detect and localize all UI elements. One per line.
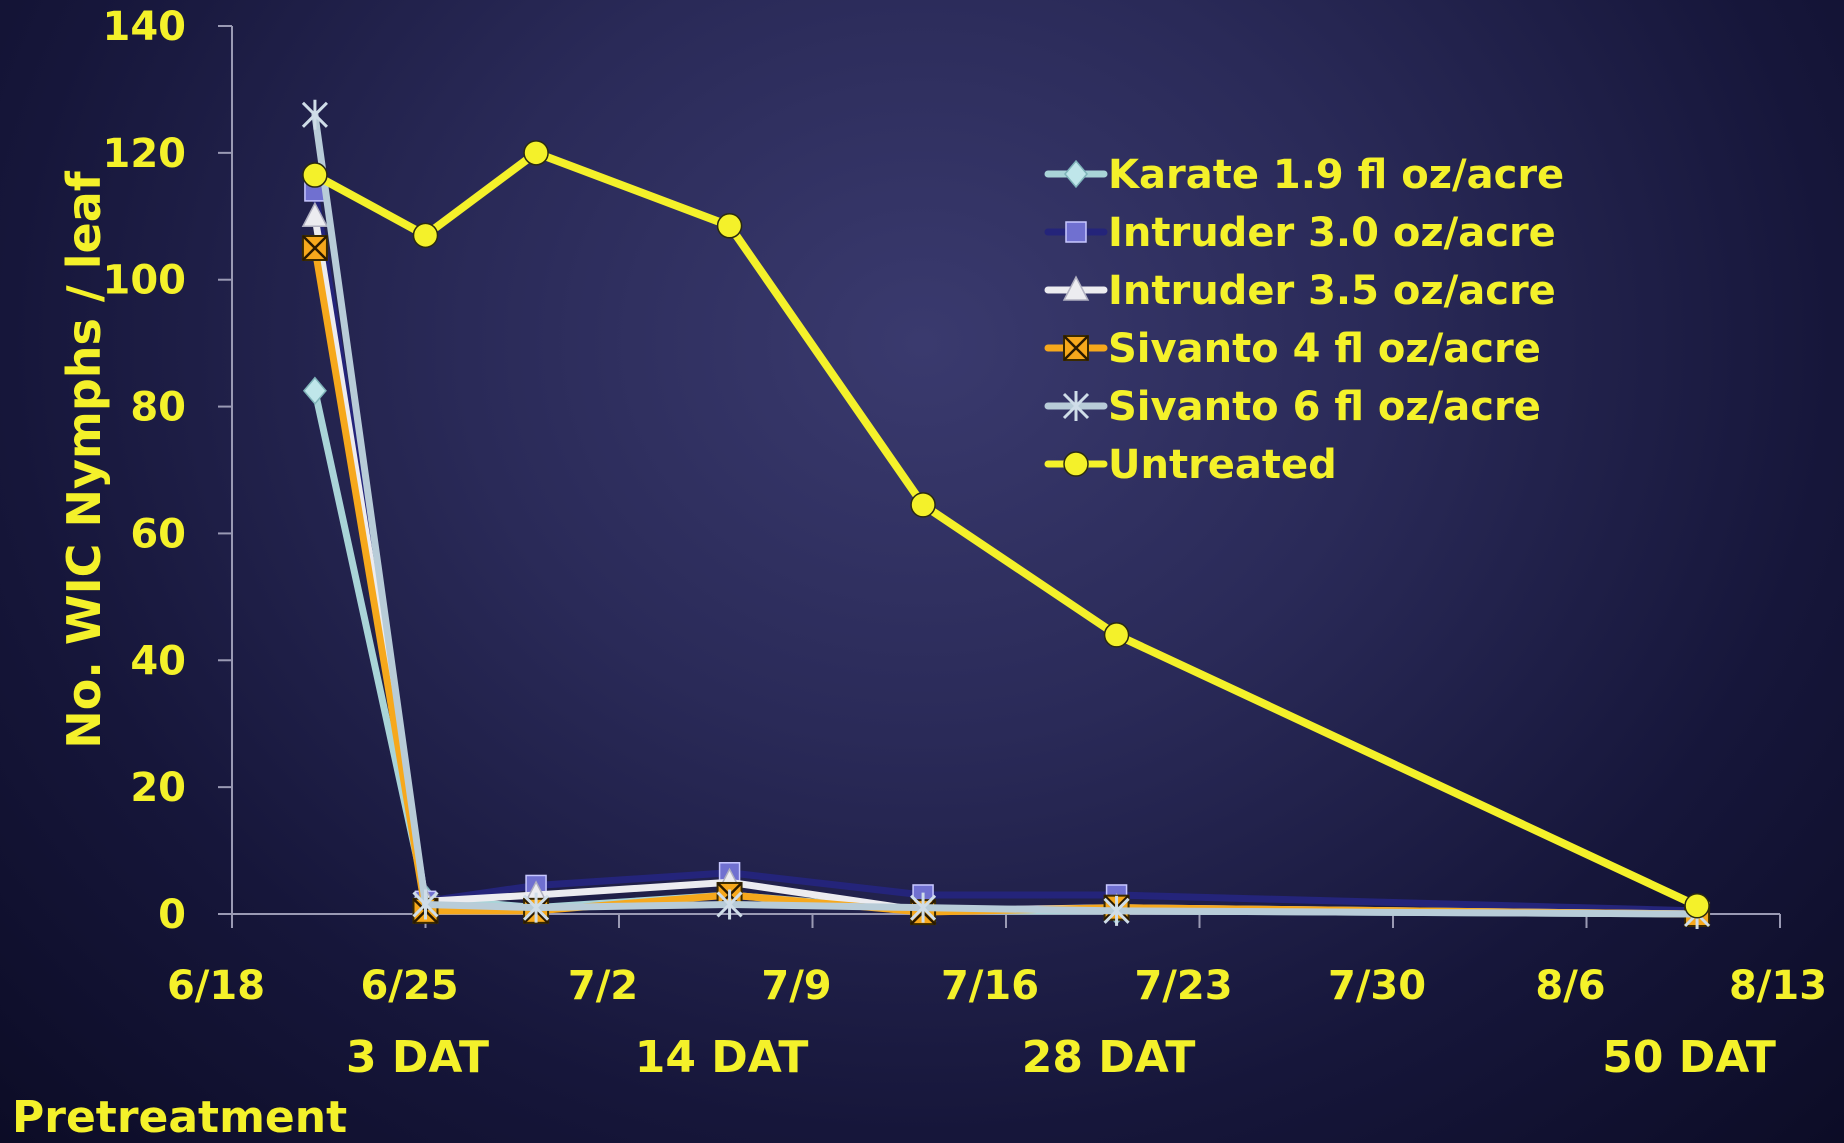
data-point xyxy=(1103,622,1130,648)
series-group xyxy=(301,99,1711,929)
data-point xyxy=(1063,451,1089,477)
y-tick-label: 80 xyxy=(130,385,186,431)
legend-item: Intruder 3.5 oz/acre xyxy=(1044,268,1556,314)
y-tick-label: 60 xyxy=(130,511,186,557)
x-tick-label: 7/23 xyxy=(1134,963,1232,1009)
y-tick-labels: 0 20 40 60 80 100 120 140 xyxy=(103,4,187,938)
data-point xyxy=(412,222,439,249)
legend-item: Karate 1.9 fl oz/acre xyxy=(1044,152,1564,198)
x-tick-label: 6/25 xyxy=(360,963,458,1009)
legend-label: Intruder 3.5 oz/acre xyxy=(1108,268,1556,314)
series-5 xyxy=(302,140,1710,919)
legend-item: Untreated xyxy=(1044,442,1337,488)
legend-label: Untreated xyxy=(1108,442,1337,488)
x-tick-label: 8/6 xyxy=(1535,963,1605,1009)
x-tick-label: 6/18 xyxy=(167,963,265,1009)
series-line xyxy=(310,148,1702,910)
data-point xyxy=(1065,221,1087,243)
annotations: Pretreatment 3 DAT 14 DAT 28 DAT 50 DAT xyxy=(12,1032,1776,1143)
legend-label: Sivanto 6 fl oz/acre xyxy=(1108,384,1541,430)
data-point xyxy=(523,140,549,166)
legend-label: Karate 1.9 fl oz/acre xyxy=(1108,152,1564,198)
data-point xyxy=(1063,335,1089,361)
annotation-label: 28 DAT xyxy=(1022,1032,1196,1083)
annotation-label: 3 DAT xyxy=(346,1032,489,1083)
legend: Karate 1.9 fl oz/acre Intruder 3.0 oz/acr… xyxy=(1044,152,1564,488)
data-point xyxy=(1062,275,1090,301)
data-point xyxy=(302,162,328,188)
y-tick-label: 100 xyxy=(103,258,187,304)
data-point xyxy=(1062,391,1090,421)
x-tick-label: 7/16 xyxy=(941,963,1039,1009)
legend-label: Sivanto 4 fl oz/acre xyxy=(1108,326,1541,372)
x-tick-label: 8/13 xyxy=(1729,963,1827,1009)
y-tick-label: 120 xyxy=(103,131,187,177)
x-tick-labels: 6/18 6/25 7/2 7/9 7/16 7/23 7/30 8/6 8/13 xyxy=(167,963,1827,1009)
data-point xyxy=(910,492,936,518)
legend-label: Intruder 3.0 oz/acre xyxy=(1108,210,1556,256)
annotation-label: 50 DAT xyxy=(1602,1032,1776,1083)
x-tick-label: 7/30 xyxy=(1328,963,1426,1009)
y-tick-label: 40 xyxy=(130,638,186,684)
data-point xyxy=(301,201,329,228)
data-point xyxy=(523,892,550,923)
series-line xyxy=(311,387,1701,918)
data-point xyxy=(1103,895,1130,926)
y-axis-label: No. WIC Nymphs / leaf xyxy=(57,170,111,749)
x-tick-label: 7/2 xyxy=(568,963,638,1009)
data-point xyxy=(1064,159,1088,189)
data-point xyxy=(716,213,743,239)
data-point xyxy=(1684,893,1710,919)
legend-item: Intruder 3.0 oz/acre xyxy=(1044,210,1556,256)
series-0 xyxy=(302,376,1710,929)
y-tick-label: 140 xyxy=(103,4,187,50)
legend-item: Sivanto 4 fl oz/acre xyxy=(1044,326,1541,372)
data-point xyxy=(301,99,328,130)
data-point xyxy=(716,889,743,920)
y-tick-label: 0 xyxy=(158,892,186,938)
data-point xyxy=(910,892,937,923)
data-point xyxy=(302,376,327,405)
x-tick-label: 7/9 xyxy=(761,963,831,1009)
y-tick-label: 20 xyxy=(130,765,186,811)
legend-item: Sivanto 6 fl oz/acre xyxy=(1044,384,1541,430)
data-point xyxy=(412,889,439,920)
data-point xyxy=(301,235,328,261)
annotation-label: 14 DAT xyxy=(635,1032,809,1083)
annotation-label: Pretreatment xyxy=(12,1092,347,1143)
